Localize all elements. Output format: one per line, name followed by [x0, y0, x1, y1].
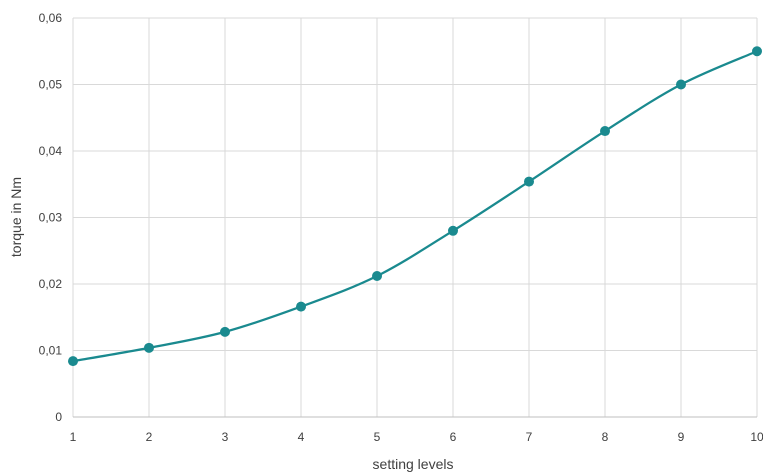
x-tick-label: 4: [298, 430, 305, 444]
x-tick-label: 3: [222, 430, 229, 444]
x-tick-label: 6: [450, 430, 457, 444]
x-tick-label: 8: [602, 430, 609, 444]
x-tick-label: 9: [678, 430, 685, 444]
data-point: [752, 46, 762, 57]
data-point: [372, 271, 382, 282]
y-tick-label: 0,06: [39, 11, 63, 25]
y-axis-title: torque in Nm: [8, 177, 24, 257]
series-line-torque: [72, 50, 758, 363]
x-tick-label: 10: [750, 430, 763, 444]
y-tick-label: 0,05: [39, 78, 63, 92]
x-axis-title: setting levels: [373, 456, 454, 472]
x-tick-label: 5: [374, 430, 381, 444]
data-point: [68, 356, 78, 367]
y-tick-label: 0: [55, 410, 62, 424]
y-tick-labels: 0 0,01 0,02 0,03 0,04 0,05 0,06: [39, 11, 63, 424]
series-markers: [68, 46, 762, 367]
data-point: [296, 301, 306, 312]
data-point: [524, 176, 534, 187]
x-tick-label: 1: [70, 430, 77, 444]
data-point: [220, 326, 230, 337]
data-point: [676, 79, 686, 90]
x-tick-label: 7: [526, 430, 533, 444]
y-tick-label: 0,02: [39, 277, 63, 291]
x-tick-label: 2: [146, 430, 153, 444]
y-tick-label: 0,04: [39, 144, 63, 158]
data-point: [600, 126, 610, 137]
horizontal-gridlines: [73, 17, 757, 351]
y-tick-label: 0,01: [39, 344, 63, 358]
data-point: [448, 225, 458, 236]
x-tick-labels: 1 2 3 4 5 6 7 8 9 10: [70, 430, 763, 444]
y-tick-label: 0,03: [39, 211, 63, 225]
data-point: [144, 342, 154, 353]
